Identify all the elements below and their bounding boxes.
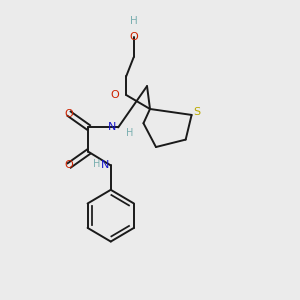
Text: H: H <box>130 16 137 26</box>
Text: N: N <box>101 160 109 170</box>
Text: N: N <box>108 122 117 132</box>
Text: O: O <box>65 109 74 119</box>
Text: O: O <box>65 160 74 170</box>
Text: O: O <box>110 90 119 100</box>
Text: S: S <box>194 107 200 117</box>
Text: O: O <box>129 32 138 42</box>
Text: H: H <box>93 159 100 169</box>
Text: H: H <box>126 128 134 138</box>
